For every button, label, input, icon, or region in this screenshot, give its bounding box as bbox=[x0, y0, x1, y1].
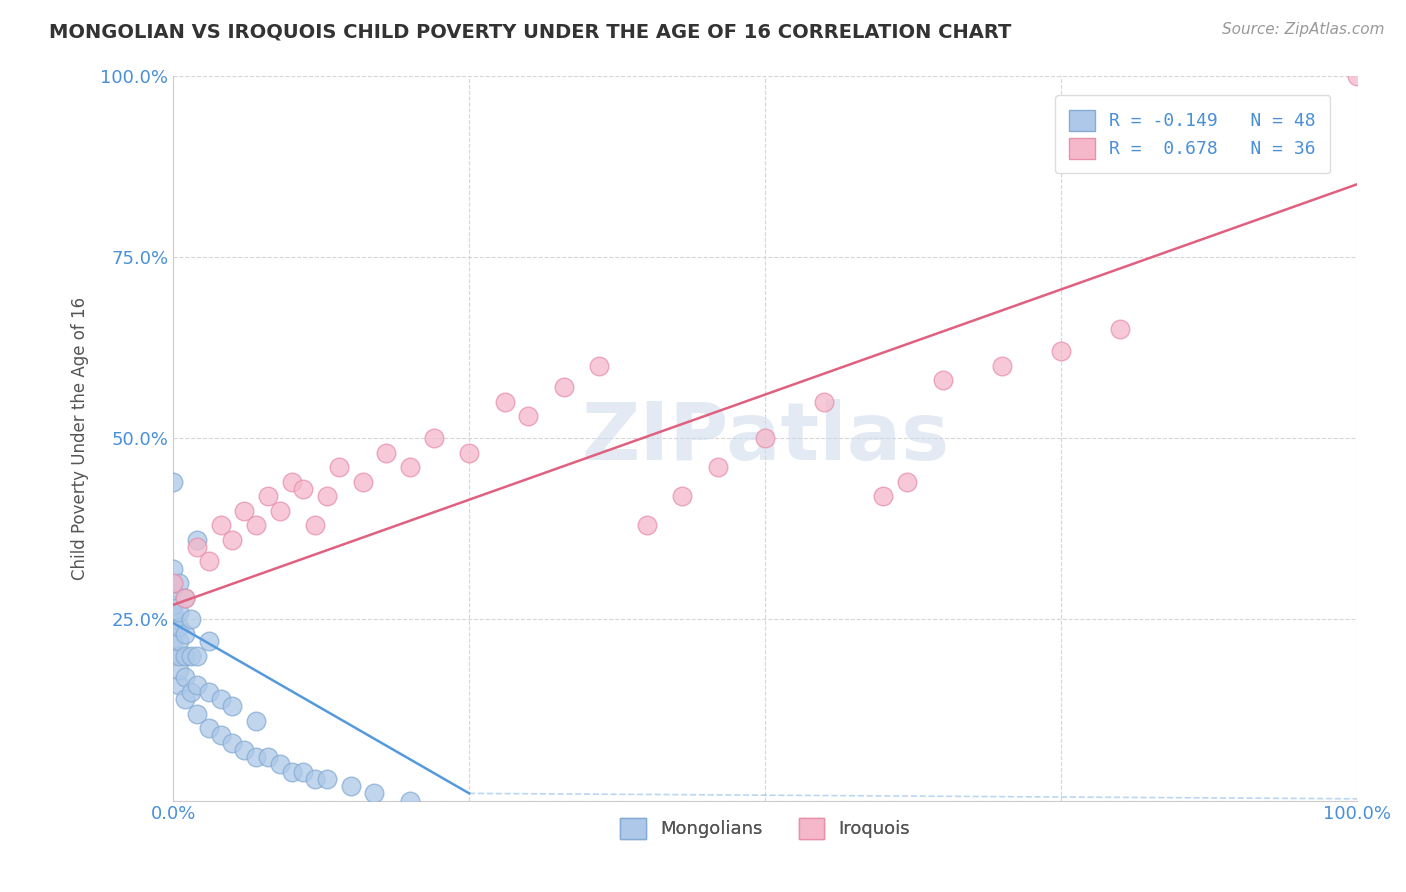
Text: Source: ZipAtlas.com: Source: ZipAtlas.com bbox=[1222, 22, 1385, 37]
Point bbox=[162, 612, 184, 626]
Point bbox=[162, 583, 184, 598]
Point bbox=[167, 677, 190, 691]
Point bbox=[1346, 69, 1368, 83]
Point bbox=[174, 591, 197, 605]
Point bbox=[162, 634, 184, 648]
Point bbox=[257, 489, 280, 503]
Point bbox=[197, 634, 219, 648]
Point bbox=[167, 576, 190, 591]
Point bbox=[167, 634, 190, 648]
Point bbox=[233, 503, 256, 517]
Point bbox=[174, 591, 197, 605]
Point bbox=[186, 706, 208, 721]
Point bbox=[174, 692, 197, 706]
Point bbox=[316, 772, 339, 786]
Point bbox=[180, 685, 202, 699]
Point bbox=[458, 445, 481, 459]
Point bbox=[636, 518, 658, 533]
Point bbox=[245, 518, 267, 533]
Point bbox=[304, 772, 326, 786]
Point bbox=[186, 533, 208, 547]
Point bbox=[174, 627, 197, 641]
Point bbox=[167, 663, 190, 677]
Text: ZIPatlas: ZIPatlas bbox=[581, 399, 949, 477]
Point bbox=[186, 648, 208, 663]
Point bbox=[588, 359, 610, 373]
Point bbox=[754, 431, 776, 445]
Point bbox=[991, 359, 1014, 373]
Point bbox=[162, 598, 184, 612]
Point bbox=[553, 380, 575, 394]
Point bbox=[162, 561, 184, 575]
Point bbox=[896, 475, 918, 489]
Point bbox=[280, 475, 302, 489]
Point bbox=[162, 475, 184, 489]
Point bbox=[352, 475, 374, 489]
Text: MONGOLIAN VS IROQUOIS CHILD POVERTY UNDER THE AGE OF 16 CORRELATION CHART: MONGOLIAN VS IROQUOIS CHILD POVERTY UNDE… bbox=[49, 22, 1011, 41]
Point bbox=[813, 394, 835, 409]
Point bbox=[375, 445, 398, 459]
Point bbox=[399, 460, 422, 475]
Point bbox=[186, 677, 208, 691]
Y-axis label: Child Poverty Under the Age of 16: Child Poverty Under the Age of 16 bbox=[72, 296, 89, 580]
Legend: Mongolians, Iroquois: Mongolians, Iroquois bbox=[613, 811, 917, 846]
Point bbox=[209, 728, 232, 742]
Point bbox=[872, 489, 894, 503]
Point bbox=[517, 409, 540, 424]
Point bbox=[209, 518, 232, 533]
Point bbox=[1050, 344, 1073, 359]
Point bbox=[363, 786, 385, 800]
Point bbox=[197, 554, 219, 568]
Point bbox=[269, 757, 291, 772]
Point bbox=[162, 619, 184, 633]
Point bbox=[292, 482, 315, 496]
Point bbox=[167, 619, 190, 633]
Point bbox=[162, 576, 184, 591]
Point bbox=[280, 764, 302, 779]
Point bbox=[174, 648, 197, 663]
Point bbox=[197, 685, 219, 699]
Point bbox=[245, 714, 267, 728]
Point bbox=[257, 750, 280, 764]
Point bbox=[180, 648, 202, 663]
Point bbox=[328, 460, 350, 475]
Point bbox=[304, 518, 326, 533]
Point bbox=[167, 605, 190, 619]
Point bbox=[197, 721, 219, 735]
Point bbox=[292, 764, 315, 779]
Point bbox=[162, 648, 184, 663]
Point bbox=[209, 692, 232, 706]
Point bbox=[494, 394, 516, 409]
Point bbox=[233, 743, 256, 757]
Point bbox=[180, 612, 202, 626]
Point bbox=[162, 576, 184, 591]
Point bbox=[1109, 322, 1132, 336]
Point bbox=[162, 605, 184, 619]
Point bbox=[186, 540, 208, 554]
Point bbox=[399, 794, 422, 808]
Point bbox=[671, 489, 693, 503]
Point bbox=[174, 670, 197, 684]
Point bbox=[221, 699, 243, 714]
Point bbox=[422, 431, 444, 445]
Point bbox=[706, 460, 728, 475]
Point bbox=[221, 736, 243, 750]
Point bbox=[167, 648, 190, 663]
Point bbox=[221, 533, 243, 547]
Point bbox=[269, 503, 291, 517]
Point bbox=[931, 373, 953, 387]
Point bbox=[316, 489, 339, 503]
Point bbox=[245, 750, 267, 764]
Point bbox=[339, 779, 361, 793]
